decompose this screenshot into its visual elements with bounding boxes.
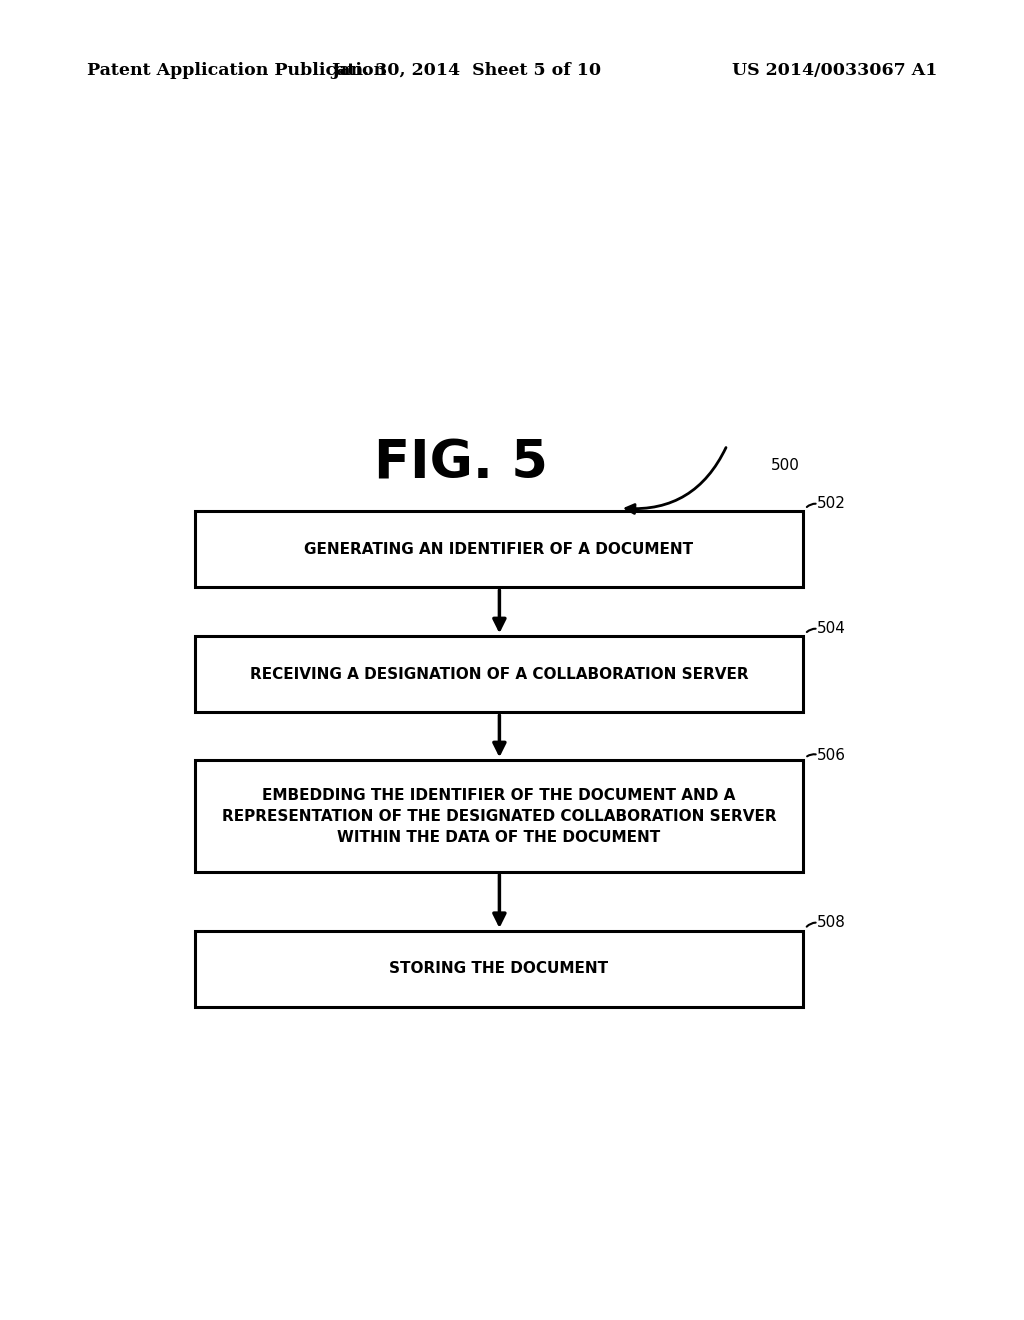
Text: Patent Application Publication: Patent Application Publication (87, 62, 386, 79)
Text: US 2014/0033067 A1: US 2014/0033067 A1 (731, 62, 937, 79)
FancyBboxPatch shape (196, 760, 803, 873)
Text: 508: 508 (817, 915, 846, 931)
Text: 504: 504 (817, 622, 846, 636)
FancyBboxPatch shape (196, 636, 803, 713)
FancyBboxPatch shape (196, 931, 803, 1007)
Text: EMBEDDING THE IDENTIFIER OF THE DOCUMENT AND A
REPRESENTATION OF THE DESIGNATED : EMBEDDING THE IDENTIFIER OF THE DOCUMENT… (221, 788, 776, 845)
Text: GENERATING AN IDENTIFIER OF A DOCUMENT: GENERATING AN IDENTIFIER OF A DOCUMENT (304, 541, 693, 557)
FancyBboxPatch shape (196, 511, 803, 587)
Text: 502: 502 (817, 496, 846, 511)
Text: STORING THE DOCUMENT: STORING THE DOCUMENT (389, 961, 608, 977)
Text: 500: 500 (771, 458, 800, 473)
Text: FIG. 5: FIG. 5 (375, 437, 548, 490)
Text: Jan. 30, 2014  Sheet 5 of 10: Jan. 30, 2014 Sheet 5 of 10 (331, 62, 601, 79)
Text: 506: 506 (817, 747, 846, 763)
Text: RECEIVING A DESIGNATION OF A COLLABORATION SERVER: RECEIVING A DESIGNATION OF A COLLABORATI… (250, 667, 749, 681)
